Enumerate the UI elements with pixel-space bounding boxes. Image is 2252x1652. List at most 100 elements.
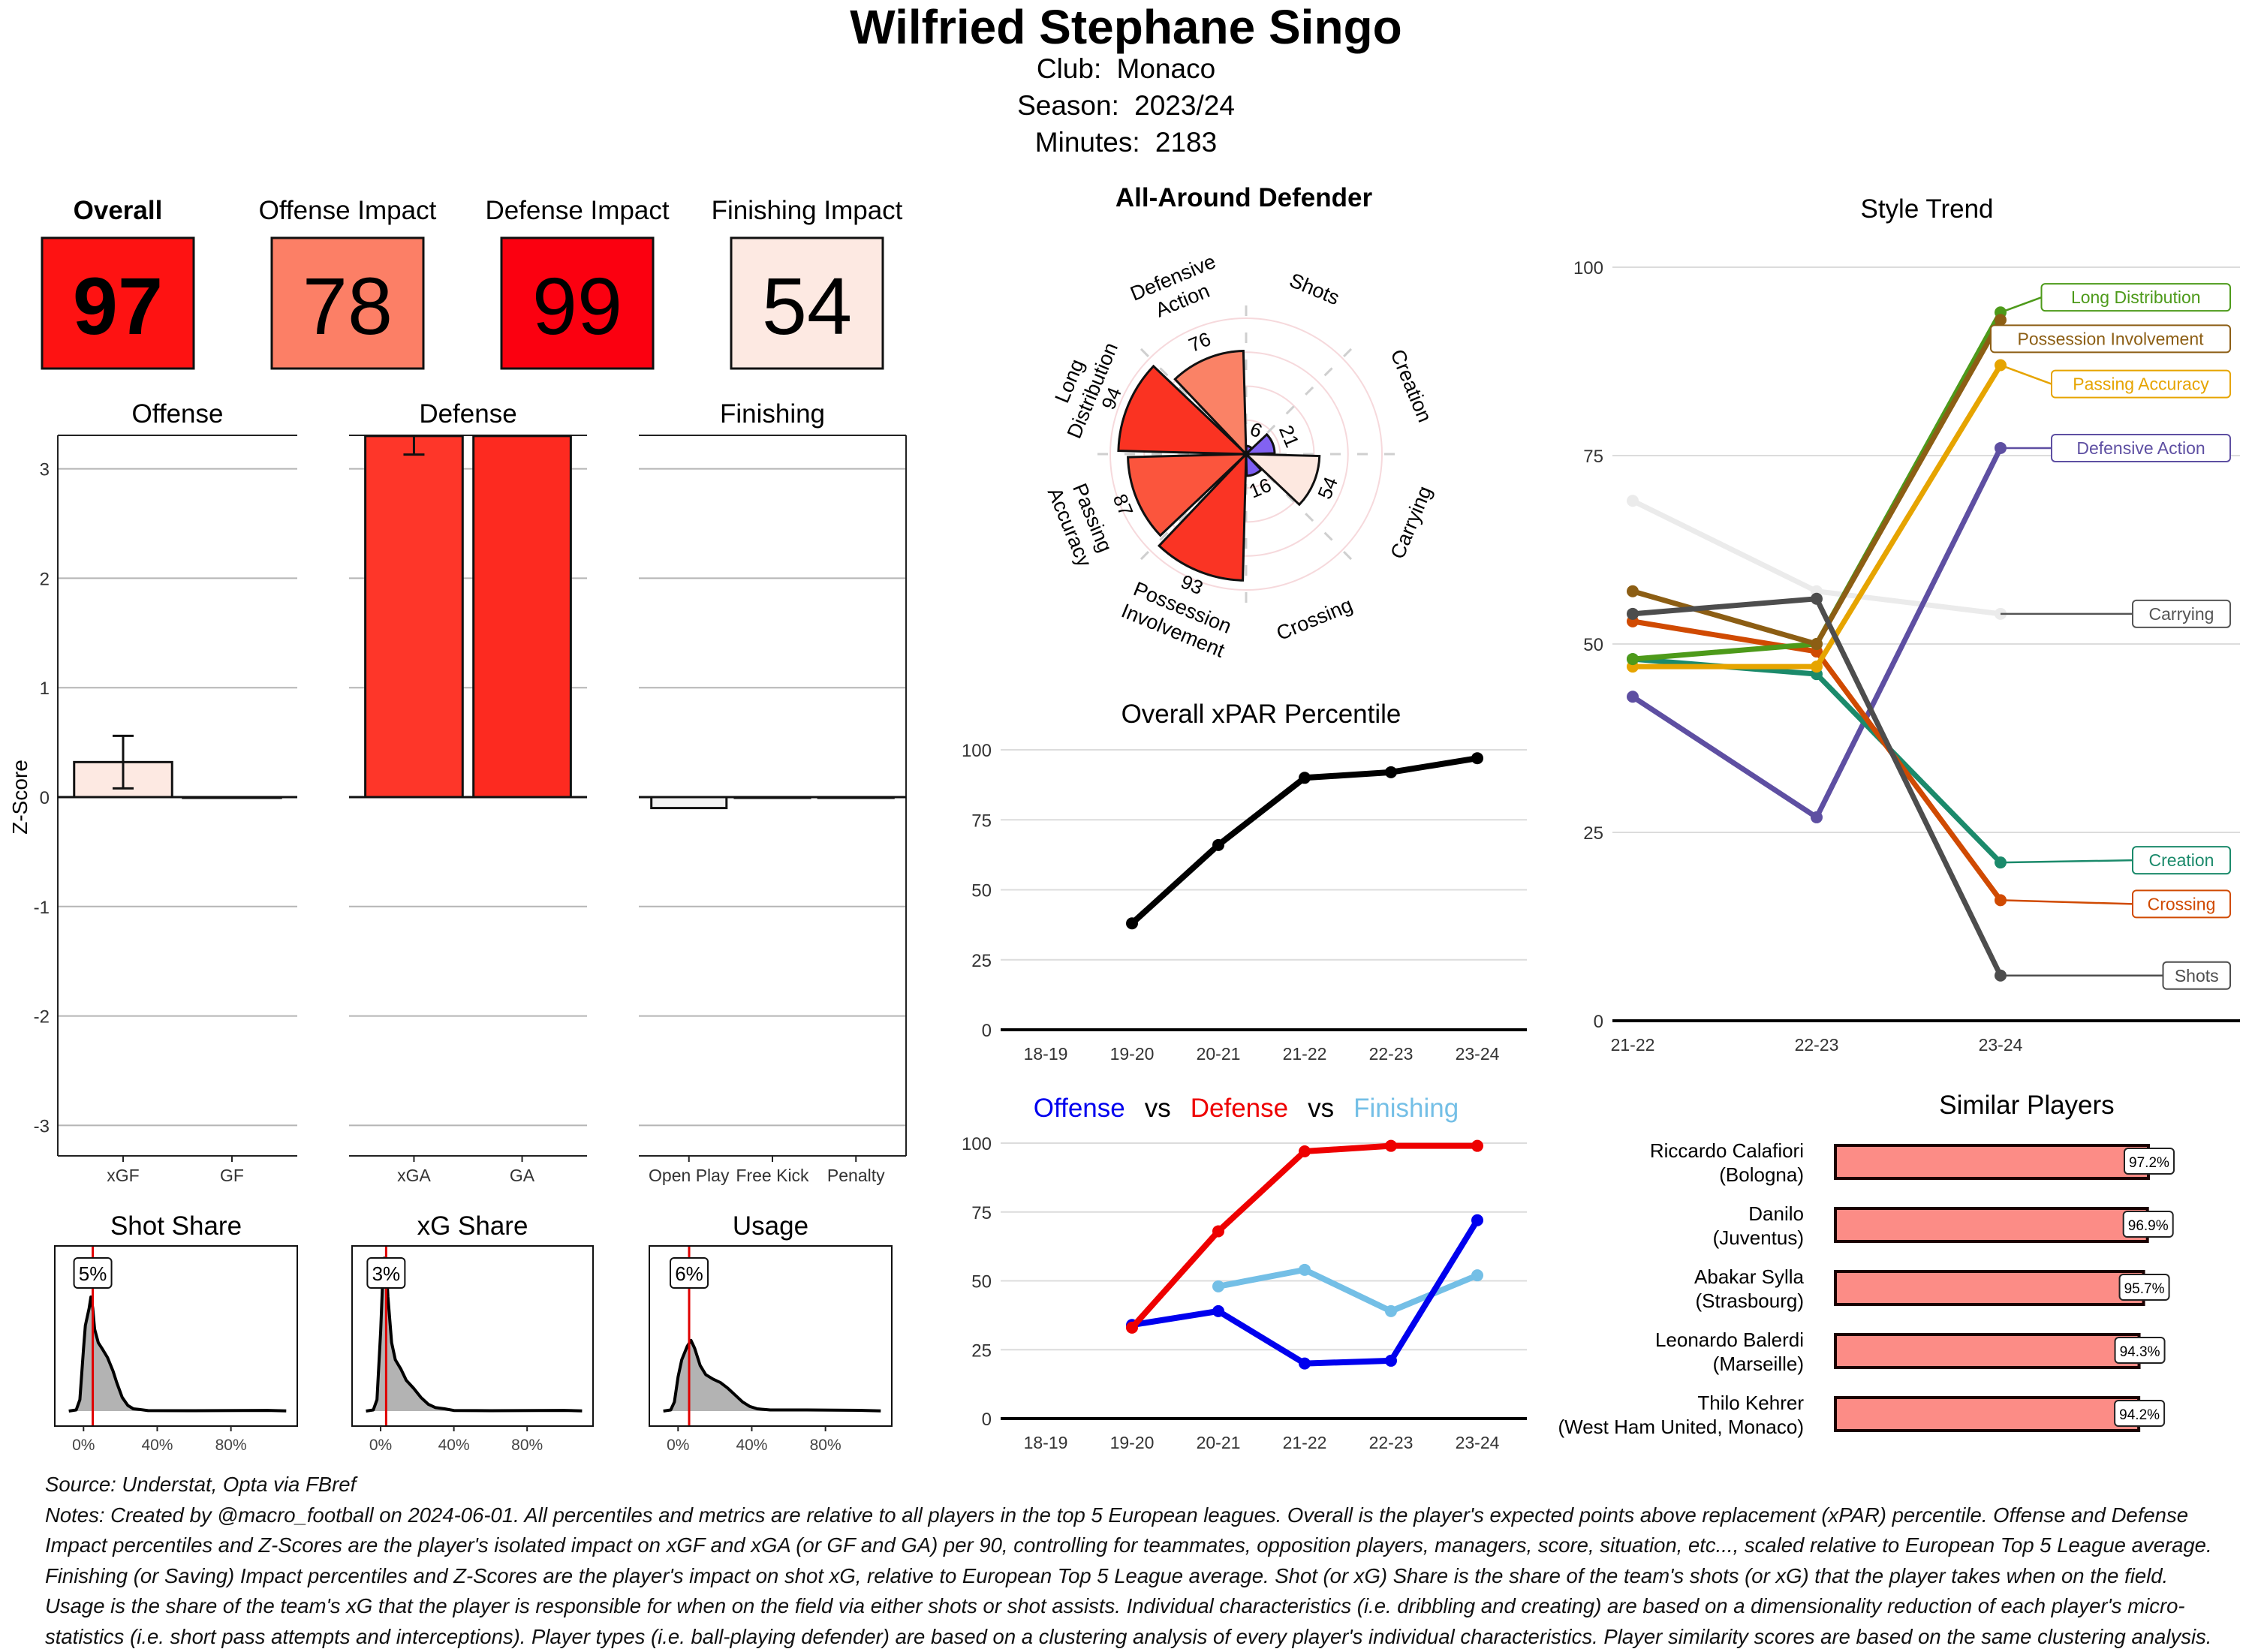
data-point bbox=[1627, 495, 1639, 507]
polar-category-line: Shots bbox=[1286, 269, 1342, 309]
minutes-value: 2183 bbox=[1155, 127, 1217, 158]
page-header: Wilfried Stephane Singo Club: Monaco Sea… bbox=[850, 0, 1401, 158]
similar-player-club: (Strasbourg) bbox=[1696, 1289, 1805, 1312]
y-tick-label: 0 bbox=[40, 788, 50, 808]
label-connector bbox=[2001, 297, 2042, 312]
player-value-label: 3% bbox=[372, 1262, 401, 1285]
footer: Source: Understat, Opta via FBref Notes:… bbox=[45, 1470, 2222, 1652]
impact-value: 99 bbox=[532, 260, 622, 351]
series-defense bbox=[1126, 1140, 1483, 1334]
impact-label: Defense Impact bbox=[485, 196, 669, 225]
polar-value-label: 76 bbox=[1185, 327, 1214, 357]
label-connector bbox=[2001, 900, 2133, 904]
x-tick-label: 23-24 bbox=[1979, 1035, 2023, 1055]
data-point bbox=[1299, 1358, 1311, 1370]
x-tick-label: 18-19 bbox=[1024, 1044, 1068, 1064]
y-tick-label: 25 bbox=[971, 1341, 992, 1361]
x-tick-label: xGF bbox=[107, 1166, 139, 1185]
x-tick-label: 40% bbox=[736, 1437, 767, 1454]
data-point bbox=[1471, 1269, 1483, 1281]
similar-player-club: (Bologna) bbox=[1719, 1163, 1804, 1186]
panel-title: Finishing bbox=[720, 399, 825, 429]
data-point bbox=[1627, 653, 1639, 665]
x-tick-label: 0% bbox=[667, 1437, 689, 1454]
impact-value: 54 bbox=[762, 260, 852, 351]
series-label: Possession Involvement bbox=[2017, 329, 2204, 348]
similar-player-name: Abakar Sylla bbox=[1694, 1265, 1804, 1288]
y-tick-label: 100 bbox=[962, 1134, 992, 1154]
y-axis-label: Z-Score bbox=[8, 760, 32, 835]
chart-title: Overall xPAR Percentile bbox=[1121, 700, 1401, 729]
club-value: Monaco bbox=[1117, 53, 1216, 84]
player-name: Wilfried Stephane Singo bbox=[850, 0, 1401, 54]
polar-category-label: Crossing bbox=[1273, 594, 1356, 645]
data-point bbox=[1212, 1305, 1224, 1317]
x-tick-label: 19-20 bbox=[1110, 1433, 1155, 1452]
series-overall bbox=[1126, 752, 1483, 929]
y-tick-label: 100 bbox=[962, 741, 992, 761]
similar-player-name: Riccardo Calafiori bbox=[1650, 1139, 1804, 1162]
polar-title: All-Around Defender bbox=[1115, 183, 1373, 212]
polar-category-label: Shots bbox=[1286, 269, 1342, 309]
similar-player-row: Thilo Kehrer(West Ham United, Monaco)94.… bbox=[1558, 1392, 2164, 1438]
y-tick-label: 1 bbox=[40, 679, 50, 699]
x-tick-label: 23-24 bbox=[1456, 1433, 1500, 1452]
data-point bbox=[1811, 638, 1823, 650]
panel-title: Defense bbox=[419, 399, 516, 429]
chart-title: Style Trend bbox=[1860, 194, 1993, 224]
data-point bbox=[1385, 1355, 1397, 1367]
similarity-bar bbox=[1835, 1145, 2148, 1178]
zscore-bar-open-play bbox=[652, 797, 727, 808]
chart-title: Similar Players bbox=[1939, 1091, 2114, 1120]
title-part-defense: Defense bbox=[1191, 1094, 1288, 1123]
similarity-value: 94.3% bbox=[2120, 1344, 2160, 1360]
y-tick-label: 75 bbox=[1583, 447, 1603, 467]
label-connector bbox=[2001, 366, 2052, 384]
data-point bbox=[1471, 1214, 1483, 1226]
series-creation bbox=[1627, 653, 2007, 868]
similar-player-club: (Juventus) bbox=[1713, 1226, 1804, 1249]
polar-category-line: Carrying bbox=[1386, 483, 1437, 562]
series-line bbox=[1218, 1270, 1477, 1311]
density-area bbox=[69, 1297, 287, 1411]
similar-player-club: (Marseille) bbox=[1713, 1353, 1804, 1375]
y-tick-label: 50 bbox=[971, 881, 992, 901]
panel-title: xG Share bbox=[417, 1211, 528, 1241]
source-note: Source: Understat, Opta via FBref bbox=[45, 1470, 2222, 1500]
y-tick-label: 25 bbox=[971, 951, 992, 971]
panel-title: Offense bbox=[132, 399, 224, 429]
polar-category-line: Crossing bbox=[1273, 594, 1356, 645]
season-value: 2023/24 bbox=[1134, 90, 1235, 121]
data-point bbox=[1627, 608, 1639, 620]
data-point bbox=[1385, 1140, 1397, 1152]
panel-title: Shot Share bbox=[110, 1211, 242, 1241]
series-crossing bbox=[1627, 615, 2007, 906]
data-point bbox=[1471, 1140, 1483, 1152]
similar-player-name: Danilo bbox=[1748, 1202, 1804, 1225]
data-point bbox=[1299, 772, 1311, 784]
x-tick-label: GA bbox=[510, 1166, 535, 1185]
data-point bbox=[1212, 1280, 1224, 1292]
series-label: Defensive Action bbox=[2076, 438, 2205, 458]
polar-category-label: Carrying bbox=[1386, 483, 1437, 562]
x-tick-label: 80% bbox=[511, 1437, 543, 1454]
similar-players-chart: Similar Players Riccardo Calafiori(Bologn… bbox=[1558, 1091, 2174, 1438]
series-label: Carrying bbox=[2149, 604, 2214, 624]
x-tick-label: 80% bbox=[215, 1437, 247, 1454]
similarity-bar bbox=[1835, 1208, 2148, 1241]
x-tick-label: 40% bbox=[438, 1437, 470, 1454]
similar-player-row: Leonardo Balerdi(Marseille)94.3% bbox=[1655, 1329, 2165, 1375]
x-tick-label: 22-23 bbox=[1795, 1035, 1839, 1055]
label-connector bbox=[2001, 860, 2133, 862]
y-tick-label: 50 bbox=[1583, 635, 1603, 655]
data-point bbox=[1627, 691, 1639, 703]
x-tick-label: 21-22 bbox=[1283, 1433, 1327, 1452]
similarity-value: 94.2% bbox=[2119, 1407, 2160, 1423]
x-tick-label: xGA bbox=[397, 1166, 431, 1185]
x-tick-label: 21-22 bbox=[1611, 1035, 1655, 1055]
